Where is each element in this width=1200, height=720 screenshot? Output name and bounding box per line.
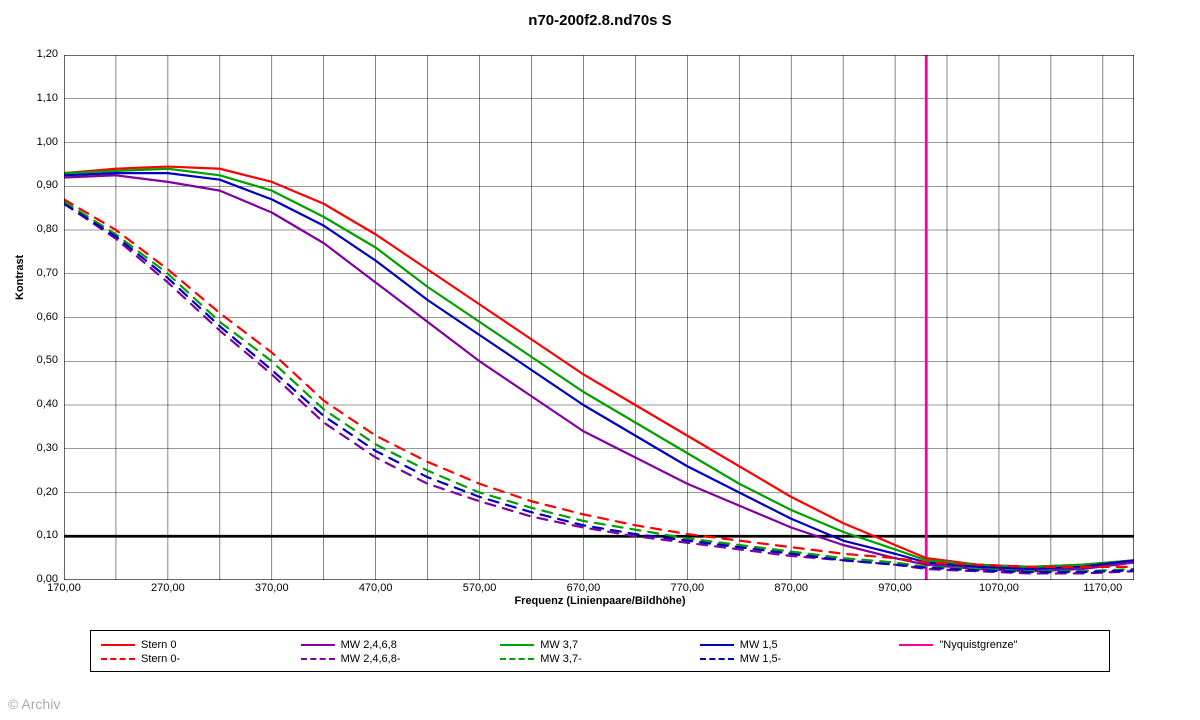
xtick-label: 370,00 [255, 582, 289, 594]
legend-label: MW 3,7 [540, 639, 578, 651]
legend-swatch [301, 658, 335, 660]
xtick-label: 570,00 [463, 582, 497, 594]
ytick-label: 1,10 [8, 92, 58, 104]
ytick-label: 0,80 [8, 223, 58, 235]
legend-item-mw2468: MW 2,4,6,8 [301, 639, 501, 651]
legend-label: MW 2,4,6,8- [341, 653, 401, 665]
legend-swatch [700, 644, 734, 646]
legend-item-mw2468m: MW 2,4,6,8- [301, 653, 501, 665]
ytick-label: 0,90 [8, 179, 58, 191]
legend-swatch [700, 658, 734, 660]
xtick-label: 1070,00 [979, 582, 1019, 594]
legend-row: Stern 0- MW 2,4,6,8- MW 3,7- MW 1,5- [101, 653, 1099, 665]
watermark-text: © Archiv [8, 696, 60, 712]
xtick-label: 670,00 [567, 582, 601, 594]
chart-title: n70-200f2.8.nd70s S [0, 12, 1200, 29]
legend-item-stern0m: Stern 0- [101, 653, 301, 665]
legend-spacer [899, 653, 1099, 665]
legend-label: MW 1,5- [740, 653, 782, 665]
ytick-label: 0,40 [8, 398, 58, 410]
legend-swatch [500, 644, 534, 646]
xtick-label: 1170,00 [1083, 582, 1122, 594]
legend-item-stern0: Stern 0 [101, 639, 301, 651]
legend-box: Stern 0 MW 2,4,6,8 MW 3,7 MW 1,5 "Nyquistgre… [90, 630, 1110, 672]
ytick-label: 0,70 [8, 267, 58, 279]
plot-area [64, 55, 1134, 580]
xtick-label: 870,00 [774, 582, 808, 594]
legend-item-mw15: MW 1,5 [700, 639, 900, 651]
legend-swatch [899, 644, 933, 646]
legend-item-mw15m: MW 1,5- [700, 653, 900, 665]
legend-label: MW 1,5 [740, 639, 778, 651]
ytick-label: 0,60 [8, 311, 58, 323]
xtick-label: 770,00 [670, 582, 704, 594]
legend-item-mw37: MW 3,7 [500, 639, 700, 651]
legend-label: MW 2,4,6,8 [341, 639, 397, 651]
legend-swatch [101, 644, 135, 646]
ytick-label: 1,00 [8, 136, 58, 148]
legend-swatch [101, 658, 135, 660]
xtick-label: 170,00 [47, 582, 81, 594]
xtick-label: 970,00 [878, 582, 912, 594]
legend-label: Stern 0 [141, 639, 176, 651]
xtick-label: 270,00 [151, 582, 185, 594]
x-axis-label: Frequenz (Linienpaare/Bildhöhe) [0, 595, 1200, 607]
ytick-label: 0,20 [8, 486, 58, 498]
legend-label: Stern 0- [141, 653, 180, 665]
legend-row: Stern 0 MW 2,4,6,8 MW 3,7 MW 1,5 "Nyquistgre… [101, 639, 1099, 651]
legend-label: MW 3,7- [540, 653, 582, 665]
legend-swatch [301, 644, 335, 646]
legend-item-nyquist: "Nyquistgrenze" [899, 639, 1099, 651]
legend-label: "Nyquistgrenze" [939, 639, 1017, 651]
legend-item-mw37m: MW 3,7- [500, 653, 700, 665]
ytick-label: 1,20 [8, 48, 58, 60]
ytick-label: 0,10 [8, 529, 58, 541]
legend-swatch [500, 658, 534, 660]
xtick-label: 470,00 [359, 582, 393, 594]
ytick-label: 0,50 [8, 354, 58, 366]
chart-svg [64, 55, 1134, 580]
ytick-label: 0,30 [8, 442, 58, 454]
